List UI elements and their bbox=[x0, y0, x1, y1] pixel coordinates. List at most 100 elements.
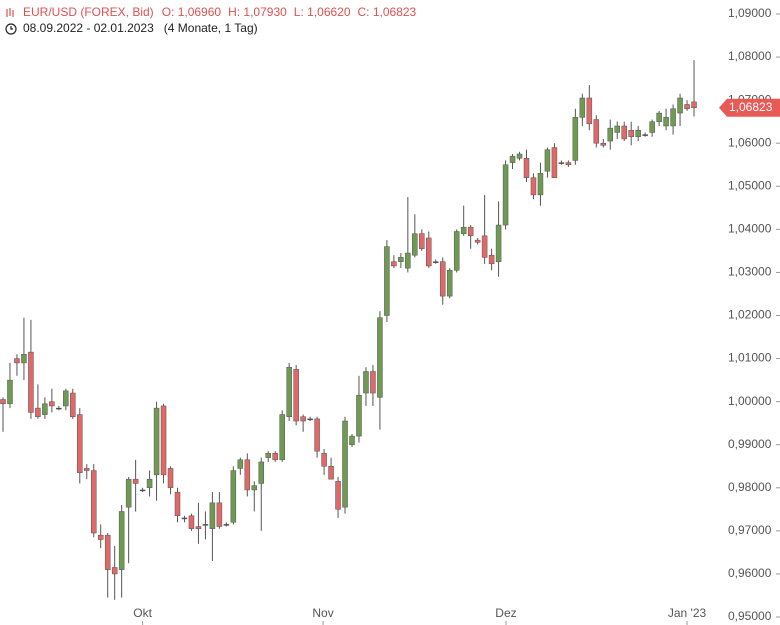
candle-body bbox=[495, 224, 502, 262]
candle-body bbox=[453, 231, 460, 271]
candle-body bbox=[35, 407, 41, 417]
candle-body bbox=[628, 130, 634, 138]
candle-body bbox=[42, 403, 48, 415]
candle-body bbox=[600, 142, 607, 146]
candle-body bbox=[607, 127, 614, 142]
candle-body bbox=[272, 453, 278, 461]
duration: (4 Monate, 1 Tag) bbox=[164, 21, 258, 35]
candle-body bbox=[523, 158, 530, 178]
candle-body bbox=[635, 130, 641, 138]
y-tick-label: 0,96000 bbox=[728, 566, 772, 580]
ohlc-summary: H: 1,07930 bbox=[228, 5, 287, 19]
candle-body bbox=[656, 112, 662, 122]
x-tick-label: Dez bbox=[495, 606, 516, 620]
candle-body bbox=[160, 405, 167, 476]
candle-body bbox=[153, 407, 160, 476]
header-icon bbox=[6, 8, 14, 17]
candle-body bbox=[223, 524, 230, 526]
y-tick-label: 1,08000 bbox=[728, 49, 772, 63]
candle-body bbox=[419, 233, 425, 249]
candle-body bbox=[412, 233, 418, 256]
ohlc-summary: C: 1,06823 bbox=[358, 5, 417, 19]
candle-body bbox=[0, 399, 6, 405]
candle-body bbox=[293, 369, 299, 422]
candle-body bbox=[63, 390, 69, 407]
candle-body bbox=[279, 414, 285, 461]
candle-body bbox=[21, 354, 27, 364]
candle-body bbox=[97, 534, 104, 540]
candle-body bbox=[377, 317, 383, 398]
ohlc-summary: O: 1,06960 bbox=[162, 5, 222, 19]
candle-body bbox=[300, 416, 306, 422]
candle-body bbox=[537, 173, 544, 196]
candle-body bbox=[481, 235, 488, 258]
candle-body bbox=[509, 155, 516, 163]
candle-body bbox=[558, 162, 565, 164]
candle-body bbox=[544, 149, 551, 172]
candle-body bbox=[104, 534, 111, 570]
candle-body bbox=[314, 418, 320, 452]
candle-body bbox=[286, 366, 292, 417]
candle-body bbox=[670, 108, 676, 127]
candle-body bbox=[426, 237, 432, 267]
candle-body bbox=[530, 177, 537, 196]
candle-body bbox=[391, 261, 397, 267]
candle-body bbox=[649, 121, 655, 133]
candle-body bbox=[467, 226, 474, 237]
candle-body bbox=[328, 466, 334, 480]
candle-body bbox=[572, 117, 579, 161]
candle-body bbox=[488, 254, 495, 265]
candle-body bbox=[118, 511, 125, 570]
candle-body bbox=[370, 371, 376, 394]
x-tick-label: Nov bbox=[312, 606, 333, 620]
candle-body bbox=[174, 491, 181, 517]
y-tick-label: 1,00000 bbox=[728, 394, 772, 408]
candle-body bbox=[230, 470, 237, 523]
candle-body bbox=[593, 119, 600, 144]
candle-body bbox=[384, 246, 390, 316]
candle-body bbox=[251, 485, 258, 491]
candle-body bbox=[642, 134, 648, 136]
candle-body bbox=[446, 270, 453, 297]
clock-icon bbox=[5, 23, 17, 35]
candle-body bbox=[621, 125, 627, 140]
candle-body bbox=[663, 117, 669, 127]
x-tick-label: Okt bbox=[133, 606, 152, 620]
x-tick-label: Jan '23 bbox=[668, 606, 707, 620]
candle-body bbox=[265, 453, 271, 458]
candle-body bbox=[188, 515, 195, 529]
candle-body bbox=[342, 420, 348, 508]
candle-body bbox=[398, 257, 404, 262]
candle-body bbox=[49, 401, 55, 407]
candle-body bbox=[460, 226, 467, 234]
candle-body bbox=[202, 524, 209, 526]
y-tick-label: 0,98000 bbox=[728, 480, 772, 494]
candle-body bbox=[70, 392, 76, 417]
symbol: EUR/USD (FOREX, Bid) bbox=[23, 5, 154, 19]
candle-body bbox=[132, 478, 139, 484]
candle-body bbox=[14, 358, 20, 364]
candle-body bbox=[28, 351, 34, 413]
candle-body bbox=[516, 153, 523, 159]
last-price-label: 1,06823 bbox=[729, 100, 773, 114]
candle-body bbox=[146, 478, 153, 489]
candle-body bbox=[90, 470, 97, 534]
candle-body bbox=[77, 414, 83, 473]
candle-body bbox=[195, 526, 202, 529]
y-tick-label: 1,06000 bbox=[728, 135, 772, 149]
candle-body bbox=[614, 125, 620, 133]
candle-body bbox=[474, 239, 481, 243]
candle-body bbox=[216, 502, 223, 527]
candle-body bbox=[565, 162, 572, 166]
date-range: 08.09.2022 - 02.01.2023 bbox=[23, 21, 154, 35]
candle-body bbox=[7, 379, 13, 405]
last-price-tag bbox=[719, 98, 780, 117]
candle-body bbox=[335, 481, 341, 510]
candle-body bbox=[181, 517, 188, 520]
candle-body bbox=[586, 97, 593, 125]
candle-body bbox=[551, 147, 558, 178]
candle-body bbox=[258, 461, 265, 484]
y-tick-label: 1,02000 bbox=[728, 308, 772, 322]
